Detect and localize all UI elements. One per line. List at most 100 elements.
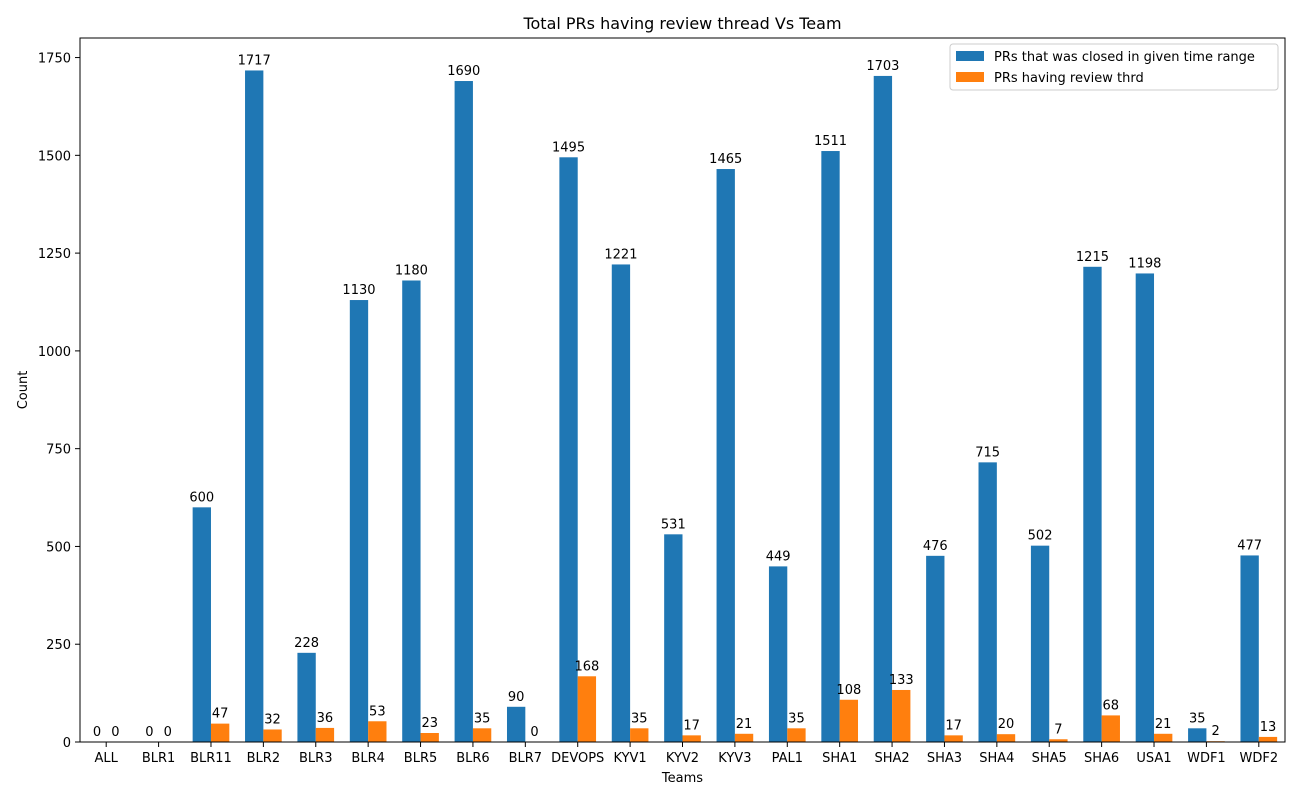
bar-label-series-2-blr1: 0 (164, 725, 172, 740)
bar-series-2-devops (577, 676, 597, 742)
bar-label-series-1-blr11: 600 (189, 490, 214, 505)
x-tick-label-blr5: BLR5 (404, 751, 437, 766)
bar-series-2-kyv3 (734, 733, 754, 742)
bar-label-series-2-blr3: 36 (317, 711, 334, 726)
x-axis-title: Teams (661, 771, 703, 786)
x-tick-label-blr6: BLR6 (456, 751, 489, 766)
bar-label-series-1-sha1: 1511 (814, 134, 847, 149)
bar-label-series-1-wdf1: 35 (1189, 711, 1206, 726)
bar-series-2-blr5 (420, 733, 439, 742)
bar-series-1-usa1 (1135, 273, 1155, 742)
x-tick-label-sha5: SHA5 (1032, 751, 1067, 766)
y-tick-label: 500 (46, 540, 71, 555)
y-tick-label: 0 (63, 736, 71, 751)
x-tick-label-devops: DEVOPS (551, 751, 604, 766)
x-tick-label-kyv2: KYV2 (666, 751, 699, 766)
x-tick-label-sha2: SHA2 (874, 751, 909, 766)
bar-series-2-blr2 (263, 729, 282, 742)
x-tick-label-blr7: BLR7 (509, 751, 542, 766)
bar-label-series-2-sha6: 68 (1103, 698, 1120, 713)
x-tick-label-blr1: BLR1 (142, 751, 175, 766)
bar-series-1-blr4 (349, 300, 369, 742)
bar-label-series-2-wdf1: 2 (1211, 724, 1219, 739)
legend: PRs that was closed in given time range P… (949, 43, 1279, 91)
bar-label-series-1-sha2: 1703 (866, 59, 899, 74)
y-tick-label: 1250 (38, 247, 71, 262)
x-tick-label-usa1: USA1 (1136, 751, 1171, 766)
x-tick-label-all: ALL (95, 751, 119, 766)
bar-series-1-wdf2 (1240, 555, 1259, 742)
bar-label-series-1-blr4: 1130 (342, 283, 375, 298)
bar-series-2-sha1 (839, 699, 859, 742)
bar-series-1-sha2 (873, 75, 893, 743)
y-tick-label: 1500 (38, 149, 71, 164)
bar-label-series-1-blr6: 1690 (447, 64, 480, 79)
bar-label-series-1-blr2: 1717 (238, 53, 271, 68)
x-tick-label-sha3: SHA3 (927, 751, 962, 766)
bar-series-2-sha4 (996, 734, 1016, 742)
bar-label-series-1-all: 0 (93, 725, 101, 740)
bar-label-series-2-blr11: 47 (212, 707, 229, 722)
legend-box (949, 43, 1279, 91)
bar-label-series-2-all: 0 (111, 725, 119, 740)
bar-series-2-wdf2 (1258, 736, 1278, 742)
bar-label-series-2-blr6: 35 (474, 711, 491, 726)
bar-label-series-1-kyv3: 1465 (709, 152, 742, 167)
x-tick-label-sha4: SHA4 (979, 751, 1014, 766)
bar-series-1-sha5 (1030, 545, 1050, 742)
x-tick-label-kyv3: KYV3 (718, 751, 751, 766)
bar-series-2-sha3 (944, 735, 963, 742)
x-tick-label-sha6: SHA6 (1084, 751, 1119, 766)
bar-label-series-1-blr3: 228 (294, 636, 319, 651)
bar-label-series-2-sha5: 7 (1054, 722, 1062, 737)
bar-series-1-blr7 (506, 706, 526, 742)
legend-swatch-series-1 (956, 51, 984, 61)
bar-label-series-2-sha2: 133 (889, 673, 914, 688)
bar-series-2-blr6 (472, 728, 492, 742)
bar-series-1-sha1 (821, 151, 840, 742)
y-axis-title: Count (16, 371, 31, 410)
bar-series-1-pal1 (768, 566, 788, 742)
bar-label-series-2-blr7: 0 (530, 725, 538, 740)
x-tick-label-kyv1: KYV1 (614, 751, 647, 766)
bar-label-series-2-pal1: 35 (788, 711, 805, 726)
bar-series-2-pal1 (787, 728, 806, 742)
x-tick-label-blr4: BLR4 (351, 751, 384, 766)
y-tick-label: 1000 (38, 345, 71, 360)
bar-series-2-kyv2 (682, 735, 701, 742)
legend-swatch-series-2 (956, 72, 984, 82)
bar-label-series-1-sha4: 715 (975, 445, 1000, 460)
bar-label-series-2-blr2: 32 (264, 712, 281, 727)
x-tick-label-blr2: BLR2 (247, 751, 280, 766)
bar-series-1-blr3 (297, 652, 316, 742)
bar-series-1-blr5 (402, 280, 421, 742)
y-tick-label: 750 (46, 443, 71, 458)
bar-series-2-sha6 (1101, 715, 1120, 742)
axes-layer: 0 250 500 750 1000 1250 1500 1750 ALL BLR1 BLR11 BL… (38, 37, 1286, 766)
bar-label-series-2-kyv3: 21 (736, 717, 753, 732)
bar-series-1-wdf1 (1188, 728, 1207, 742)
bar-series-1-kyv3 (716, 169, 735, 742)
bar-series-2-blr3 (315, 727, 335, 742)
x-tick-label-pal1: PAL1 (772, 751, 803, 766)
bar-label-series-2-devops: 168 (574, 659, 599, 674)
x-tick-label-sha1: SHA1 (822, 751, 857, 766)
x-tick-label-wdf2: WDF2 (1239, 751, 1278, 766)
bar-series-1-devops (559, 157, 578, 743)
bar-label-series-1-kyv1: 1221 (604, 247, 637, 262)
bar-series-2-usa1 (1154, 733, 1173, 742)
bar-label-series-2-blr4: 53 (369, 704, 386, 719)
bar-label-series-1-sha3: 476 (923, 539, 948, 554)
bar-series-1-blr2 (245, 70, 264, 742)
bar-series-1-sha3 (926, 555, 945, 742)
bar-series-2-kyv1 (630, 728, 649, 742)
x-tick-label-blr3: BLR3 (299, 751, 332, 766)
bar-label-series-1-sha6: 1215 (1076, 250, 1109, 265)
bar-label-series-2-kyv2: 17 (683, 718, 700, 733)
bar-series-1-sha6 (1083, 266, 1102, 742)
bar-label-series-1-blr5: 1180 (395, 263, 428, 278)
bar-series-2-blr4 (368, 721, 387, 742)
bar-label-series-2-usa1: 21 (1155, 717, 1172, 732)
bar-label-series-2-sha4: 20 (998, 717, 1015, 732)
chart-title: Total PRs having review thread Vs Team (522, 14, 841, 33)
